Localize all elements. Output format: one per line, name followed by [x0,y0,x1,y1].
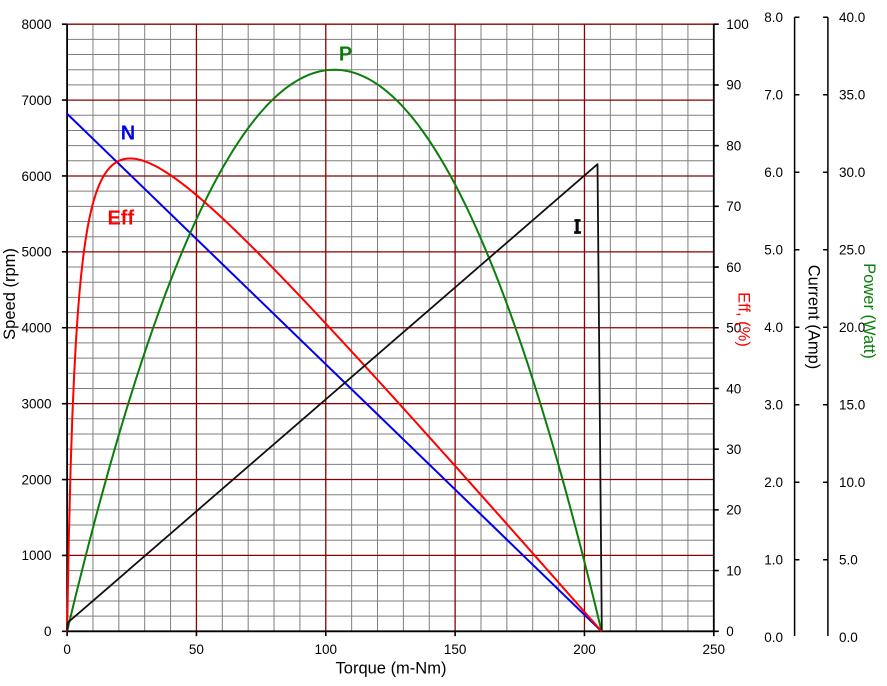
svg-text:Speed (rpm): Speed (rpm) [1,248,19,340]
svg-text:5000: 5000 [21,245,51,260]
svg-text:5.0: 5.0 [839,553,858,568]
svg-text:3000: 3000 [21,396,51,411]
svg-text:60: 60 [726,260,741,275]
svg-text:70: 70 [726,199,741,214]
svg-text:150: 150 [444,642,467,657]
svg-text:40.0: 40.0 [839,10,865,25]
svg-text:1.0: 1.0 [764,553,783,568]
svg-text:10: 10 [726,563,741,578]
svg-text:Power (Watt): Power (Watt) [860,263,878,359]
svg-text:20: 20 [726,503,741,518]
svg-text:35.0: 35.0 [839,88,865,103]
svg-text:3.0: 3.0 [764,398,783,413]
svg-text:50: 50 [726,321,741,336]
svg-text:Torque (m-Nm): Torque (m-Nm) [336,659,447,677]
svg-text:30: 30 [726,442,741,457]
svg-text:2.0: 2.0 [764,475,783,490]
svg-text:250: 250 [703,642,726,657]
svg-text:Eff, (%): Eff, (%) [735,292,753,347]
svg-text:80: 80 [726,138,741,153]
svg-text:2000: 2000 [21,472,51,487]
svg-text:200: 200 [573,642,596,657]
svg-text:0.0: 0.0 [764,630,783,645]
svg-text:8000: 8000 [21,17,51,32]
svg-text:10.0: 10.0 [839,475,865,490]
svg-text:4.0: 4.0 [764,320,783,335]
svg-text:20.0: 20.0 [839,320,865,335]
svg-text:5.0: 5.0 [764,243,783,258]
svg-text:0: 0 [63,642,71,657]
svg-text:6000: 6000 [21,169,51,184]
svg-text:25.0: 25.0 [839,243,865,258]
svg-text:Eff: Eff [107,207,134,229]
svg-text:0: 0 [726,624,734,639]
svg-text:0: 0 [44,624,52,639]
svg-text:6.0: 6.0 [764,165,783,180]
svg-text:90: 90 [726,78,741,93]
svg-text:100: 100 [315,642,338,657]
svg-text:100: 100 [726,17,749,32]
svg-text:7.0: 7.0 [764,88,783,103]
svg-text:N: N [121,123,135,145]
svg-text:4000: 4000 [21,321,51,336]
svg-text:Current (Amp): Current (Amp) [805,265,823,370]
svg-text:40: 40 [726,381,741,396]
svg-text:7000: 7000 [21,93,51,108]
svg-text:50: 50 [189,642,204,657]
svg-text:8.0: 8.0 [764,10,783,25]
svg-text:1000: 1000 [21,548,51,563]
svg-text:0.0: 0.0 [839,630,858,645]
svg-text:15.0: 15.0 [839,398,865,413]
svg-text:30.0: 30.0 [839,165,865,180]
svg-text:P: P [339,43,352,65]
